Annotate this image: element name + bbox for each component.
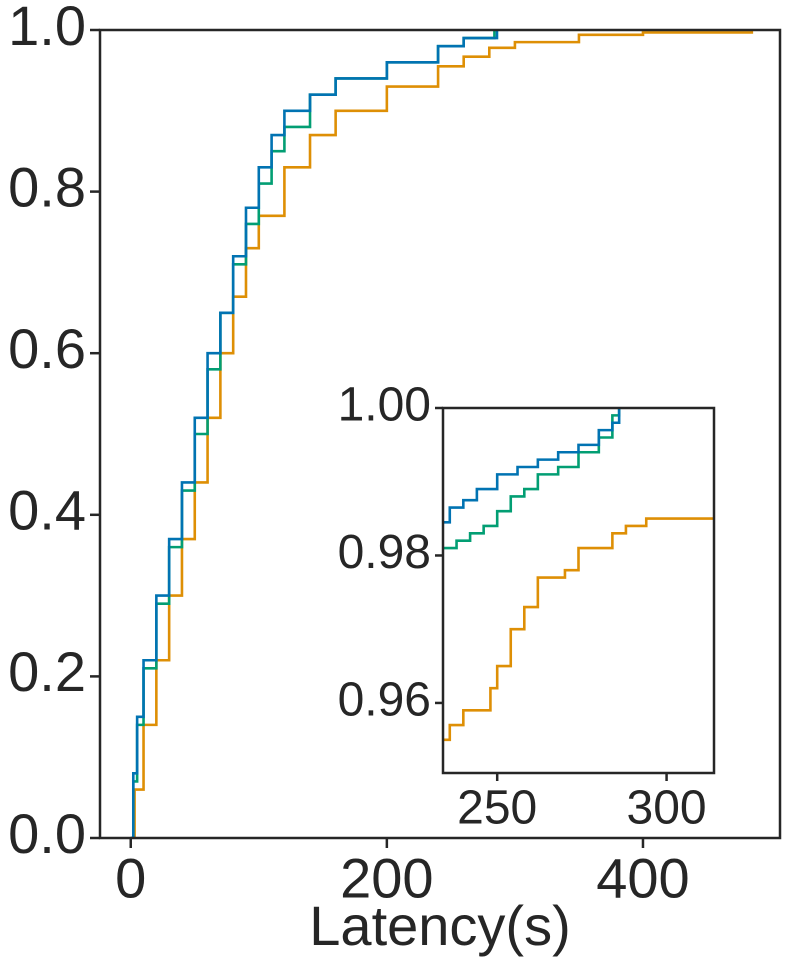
x-tick-label: 300 — [627, 781, 707, 834]
axes-frame — [441, 406, 716, 775]
axes-frame — [98, 28, 782, 840]
plot-area — [443, 408, 714, 742]
x-tick-label: 400 — [596, 847, 689, 910]
y-tick-label: 1.0 — [8, 0, 86, 57]
y-tick-label: 0.96 — [338, 674, 431, 727]
y-tick-label: 0.98 — [338, 526, 431, 579]
x-axis-label: Latency(s) — [309, 894, 570, 957]
plot-area — [130, 30, 754, 839]
y-tick-label: 0.0 — [8, 802, 86, 865]
y-tick-label: 0.4 — [8, 479, 86, 542]
x-tick-label: 200 — [340, 847, 433, 910]
cdf-line — [130, 30, 499, 839]
axes-background — [443, 408, 714, 773]
y-tick-label: 0.8 — [8, 155, 86, 218]
y-tick-label: 0.2 — [8, 640, 86, 703]
cdf-line — [443, 408, 621, 524]
y-tick-label: 1.00 — [338, 379, 431, 432]
y-tick-label: 0.6 — [8, 317, 86, 380]
x-tick-label: 250 — [457, 781, 537, 834]
x-tick-label: 0 — [115, 847, 146, 910]
cdf-line — [443, 517, 714, 742]
inset-chart: 0.96 0.98 1.00 250 300 — [338, 379, 716, 834]
